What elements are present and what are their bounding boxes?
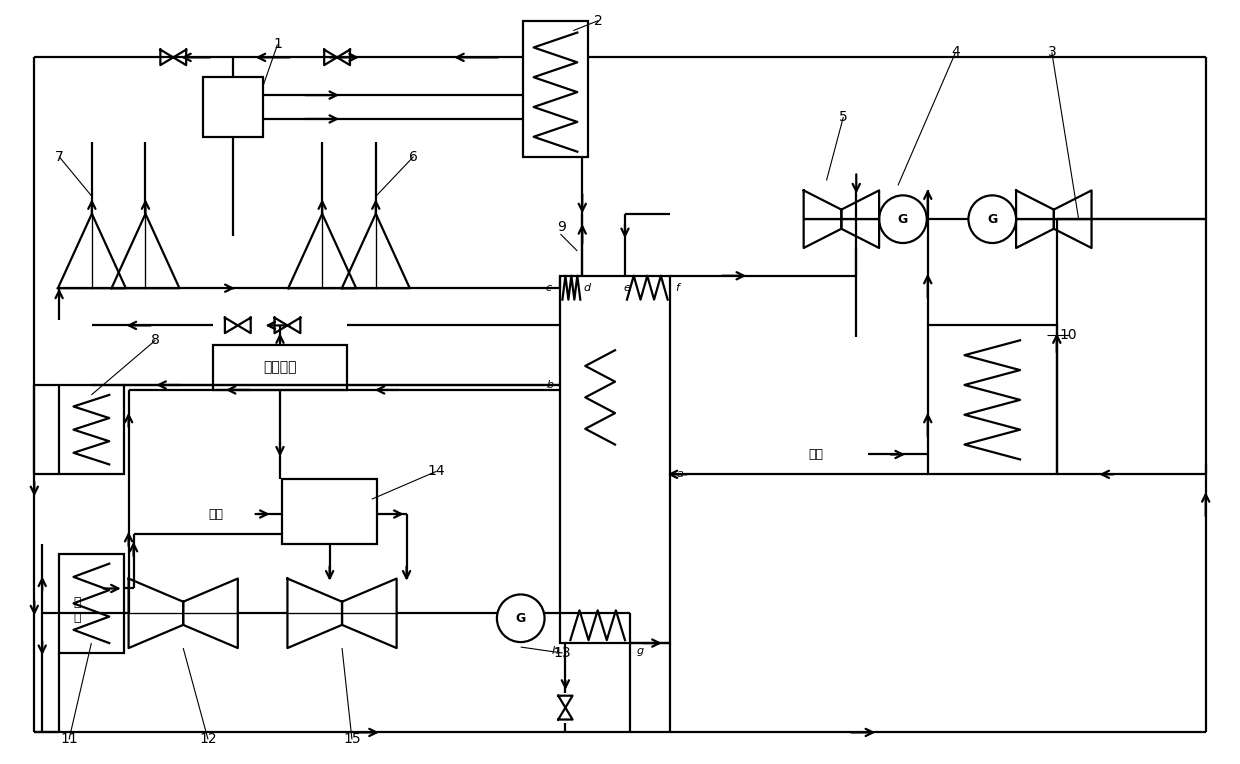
Text: e: e <box>624 283 630 293</box>
Text: f: f <box>676 283 680 293</box>
Text: 13: 13 <box>553 646 572 660</box>
Text: 燃气: 燃气 <box>208 507 223 520</box>
Text: 12: 12 <box>200 733 217 746</box>
Text: 冷却系统: 冷却系统 <box>263 361 296 374</box>
Circle shape <box>497 594 544 642</box>
Text: d: d <box>584 283 590 293</box>
Text: 烟气: 烟气 <box>808 448 823 461</box>
Text: G: G <box>516 612 526 625</box>
Text: 1: 1 <box>273 37 281 51</box>
Circle shape <box>968 196 1016 243</box>
Text: 7: 7 <box>55 150 63 163</box>
Text: G: G <box>898 212 908 225</box>
Text: 15: 15 <box>343 733 361 746</box>
Text: g: g <box>636 646 644 656</box>
Text: 14: 14 <box>428 465 445 478</box>
Text: 5: 5 <box>839 110 848 124</box>
Text: 8: 8 <box>151 333 160 348</box>
Bar <box>560 276 670 643</box>
Circle shape <box>879 196 926 243</box>
Text: b: b <box>547 380 554 390</box>
Text: 11: 11 <box>61 733 78 746</box>
Bar <box>203 77 263 137</box>
Text: G: G <box>987 212 997 225</box>
Bar <box>283 479 377 544</box>
Text: 2: 2 <box>594 14 603 28</box>
Text: h: h <box>552 646 559 656</box>
Text: 10: 10 <box>1060 329 1078 342</box>
Text: 4: 4 <box>951 45 960 60</box>
Text: 3: 3 <box>1048 45 1056 60</box>
Bar <box>60 554 124 653</box>
Text: 空
气: 空 气 <box>73 597 81 624</box>
Bar <box>213 345 347 390</box>
Text: a: a <box>676 469 683 479</box>
Bar <box>928 325 1056 474</box>
Text: 6: 6 <box>409 150 418 163</box>
Bar <box>523 21 588 157</box>
Text: c: c <box>546 283 552 293</box>
Text: 9: 9 <box>558 220 567 234</box>
Bar <box>60 385 124 474</box>
